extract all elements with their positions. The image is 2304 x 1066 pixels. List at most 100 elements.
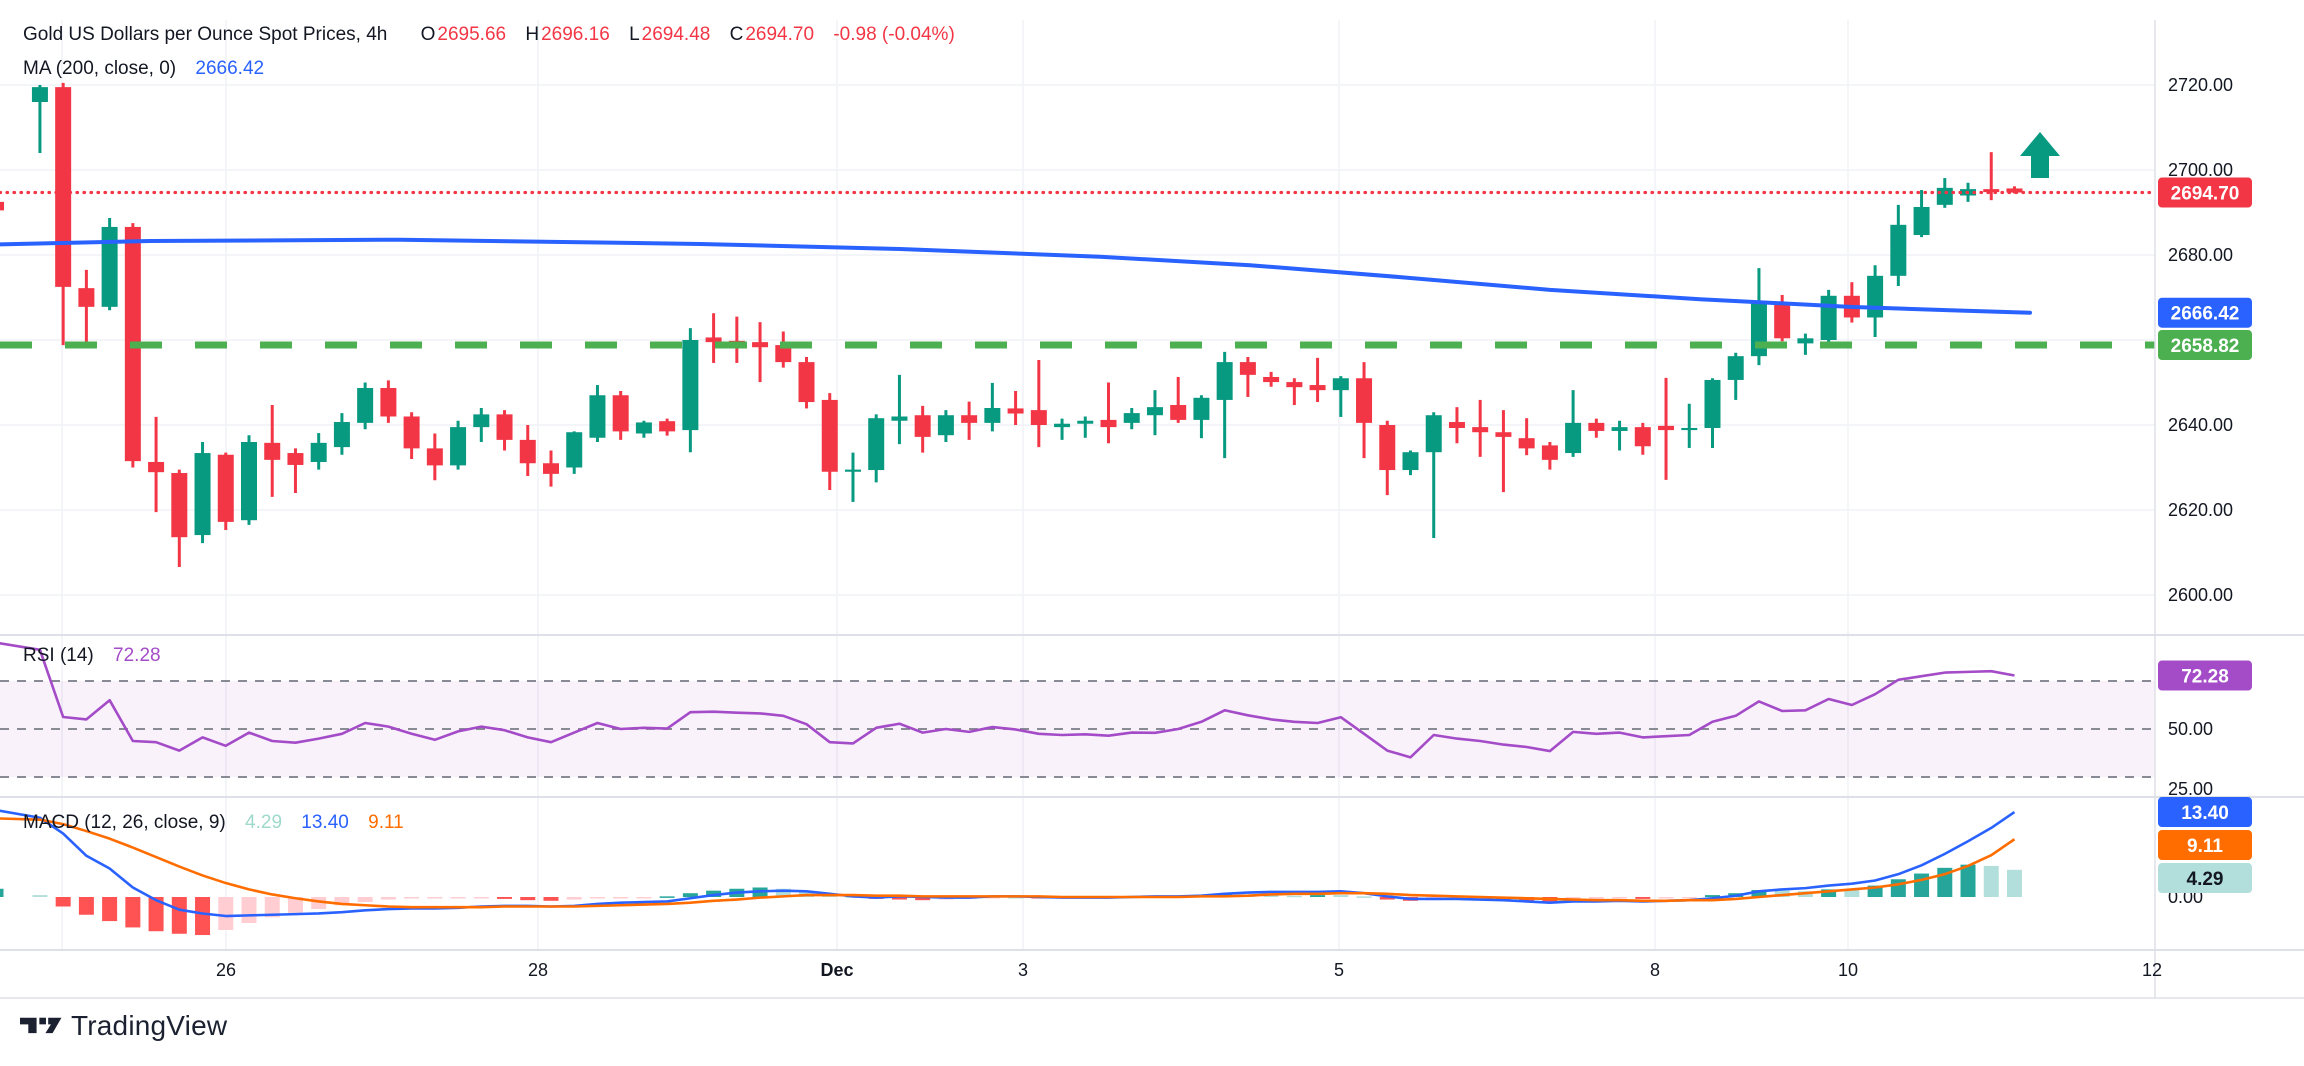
macd-signal-line xyxy=(0,817,2016,909)
macd-histogram-bar xyxy=(682,893,698,897)
price-axis-label[interactable]: 2600.00 xyxy=(2168,585,2233,605)
macd-histogram-bar xyxy=(450,897,466,899)
macd-histogram-bar xyxy=(1960,864,1976,897)
macd-histogram-bar xyxy=(613,897,629,899)
macd-histogram-bar xyxy=(125,897,141,928)
price-axis-label[interactable]: 2700.00 xyxy=(2168,160,2233,180)
rsi-axis-label[interactable]: 50.00 xyxy=(2168,719,2213,739)
candle xyxy=(1913,206,1930,236)
price-badge xyxy=(2158,297,2252,328)
candle xyxy=(264,442,281,460)
candle xyxy=(287,453,304,465)
time-axis-label[interactable]: 12 xyxy=(2142,960,2162,980)
macd-histogram-bar xyxy=(1751,890,1767,897)
macd-histogram-bar xyxy=(1844,889,1860,897)
macd-histogram-bar xyxy=(218,897,234,930)
candle xyxy=(1100,419,1117,428)
price-axis-label[interactable]: 2720.00 xyxy=(2168,75,2233,95)
candle xyxy=(380,388,397,417)
candle xyxy=(659,421,676,432)
macd-badge xyxy=(2158,830,2252,861)
candle xyxy=(1193,397,1210,420)
candle xyxy=(635,422,652,434)
candle xyxy=(1634,427,1651,447)
macd-histogram-bar xyxy=(1612,897,1628,899)
macd-histogram-bar xyxy=(775,888,791,897)
candle xyxy=(1867,275,1884,318)
tradingview-logo-text: TradingView xyxy=(71,1010,228,1041)
macd-histogram-bar xyxy=(1263,895,1279,897)
macd-histogram-bar xyxy=(357,897,373,903)
candle xyxy=(1448,422,1465,428)
candle xyxy=(1774,303,1791,339)
macd-histogram-bar xyxy=(1588,897,1604,899)
macd-histogram-bar xyxy=(1310,895,1326,897)
candle xyxy=(1658,425,1675,431)
macd-histogram-bar xyxy=(473,897,489,899)
candle xyxy=(1146,407,1163,416)
price-axis-label[interactable]: 2640.00 xyxy=(2168,415,2233,435)
candle xyxy=(1820,295,1837,340)
time-axis-label[interactable]: 3 xyxy=(1018,960,1028,980)
macd-histogram-bar xyxy=(589,897,605,899)
macd-histogram-bar xyxy=(1379,897,1395,900)
tradingview-logo[interactable]: TradingView xyxy=(20,1010,227,1042)
candle xyxy=(194,453,211,536)
macd-histogram-bar xyxy=(1635,897,1651,899)
candle xyxy=(357,388,374,423)
macd-histogram-bar xyxy=(520,897,536,901)
time-axis-label[interactable]: 28 xyxy=(528,960,548,980)
candle xyxy=(1123,413,1140,423)
candle xyxy=(333,422,350,448)
macd-histogram-bar xyxy=(334,897,350,906)
macd-badge-text: 9.11 xyxy=(2187,836,2223,857)
price-axis-label[interactable]: 2680.00 xyxy=(2168,245,2233,265)
macd-histogram-bar xyxy=(380,897,396,900)
macd-histogram-bar xyxy=(497,897,513,899)
macd-histogram-bar xyxy=(1821,889,1837,897)
price-badge xyxy=(2158,177,2252,208)
candle xyxy=(1239,362,1256,375)
candle xyxy=(775,345,792,363)
candle xyxy=(868,418,885,471)
price-axis-label[interactable]: 2620.00 xyxy=(2168,500,2233,520)
time-axis-label[interactable]: Dec xyxy=(820,960,853,980)
candle xyxy=(1054,423,1071,428)
candle xyxy=(798,362,815,403)
macd-histogram-bar xyxy=(404,897,420,899)
macd-histogram-bar xyxy=(1658,897,1674,899)
rsi-badge xyxy=(2158,660,2252,691)
macd-histogram-bar xyxy=(287,897,303,913)
time-axis-label[interactable]: 10 xyxy=(1838,960,1858,980)
price-badge-text: 2658.82 xyxy=(2171,336,2240,357)
macd-badge-text: 4.29 xyxy=(2187,869,2224,890)
time-axis-label[interactable]: 8 xyxy=(1650,960,1660,980)
candle xyxy=(403,416,420,449)
candle xyxy=(1495,432,1512,437)
candle xyxy=(1797,338,1814,344)
candle xyxy=(1681,427,1698,431)
candle xyxy=(241,442,257,521)
macd-histogram-bar xyxy=(148,897,164,932)
time-axis-label[interactable]: 26 xyxy=(216,960,236,980)
candle xyxy=(705,337,722,343)
up-arrow-annotation[interactable] xyxy=(2020,132,2060,178)
time-axis-label[interactable]: 5 xyxy=(1334,960,1344,980)
macd-histogram-bar xyxy=(195,897,211,936)
macd-histogram-bar xyxy=(241,897,257,923)
candle xyxy=(473,414,490,428)
ma200-line[interactable] xyxy=(0,237,2032,315)
rsi-line xyxy=(0,641,2015,759)
candle xyxy=(914,415,931,437)
macd-histogram-bar xyxy=(2006,869,2022,897)
candle xyxy=(1263,376,1280,383)
macd-histogram-bar xyxy=(1008,897,1024,899)
macd-badge xyxy=(2158,797,2252,828)
candle xyxy=(1704,379,1721,428)
candle xyxy=(171,473,188,538)
rsi-axis-label[interactable]: 25.00 xyxy=(2168,779,2213,799)
candle xyxy=(1216,362,1233,400)
candle xyxy=(1007,408,1024,414)
candle xyxy=(217,454,234,522)
